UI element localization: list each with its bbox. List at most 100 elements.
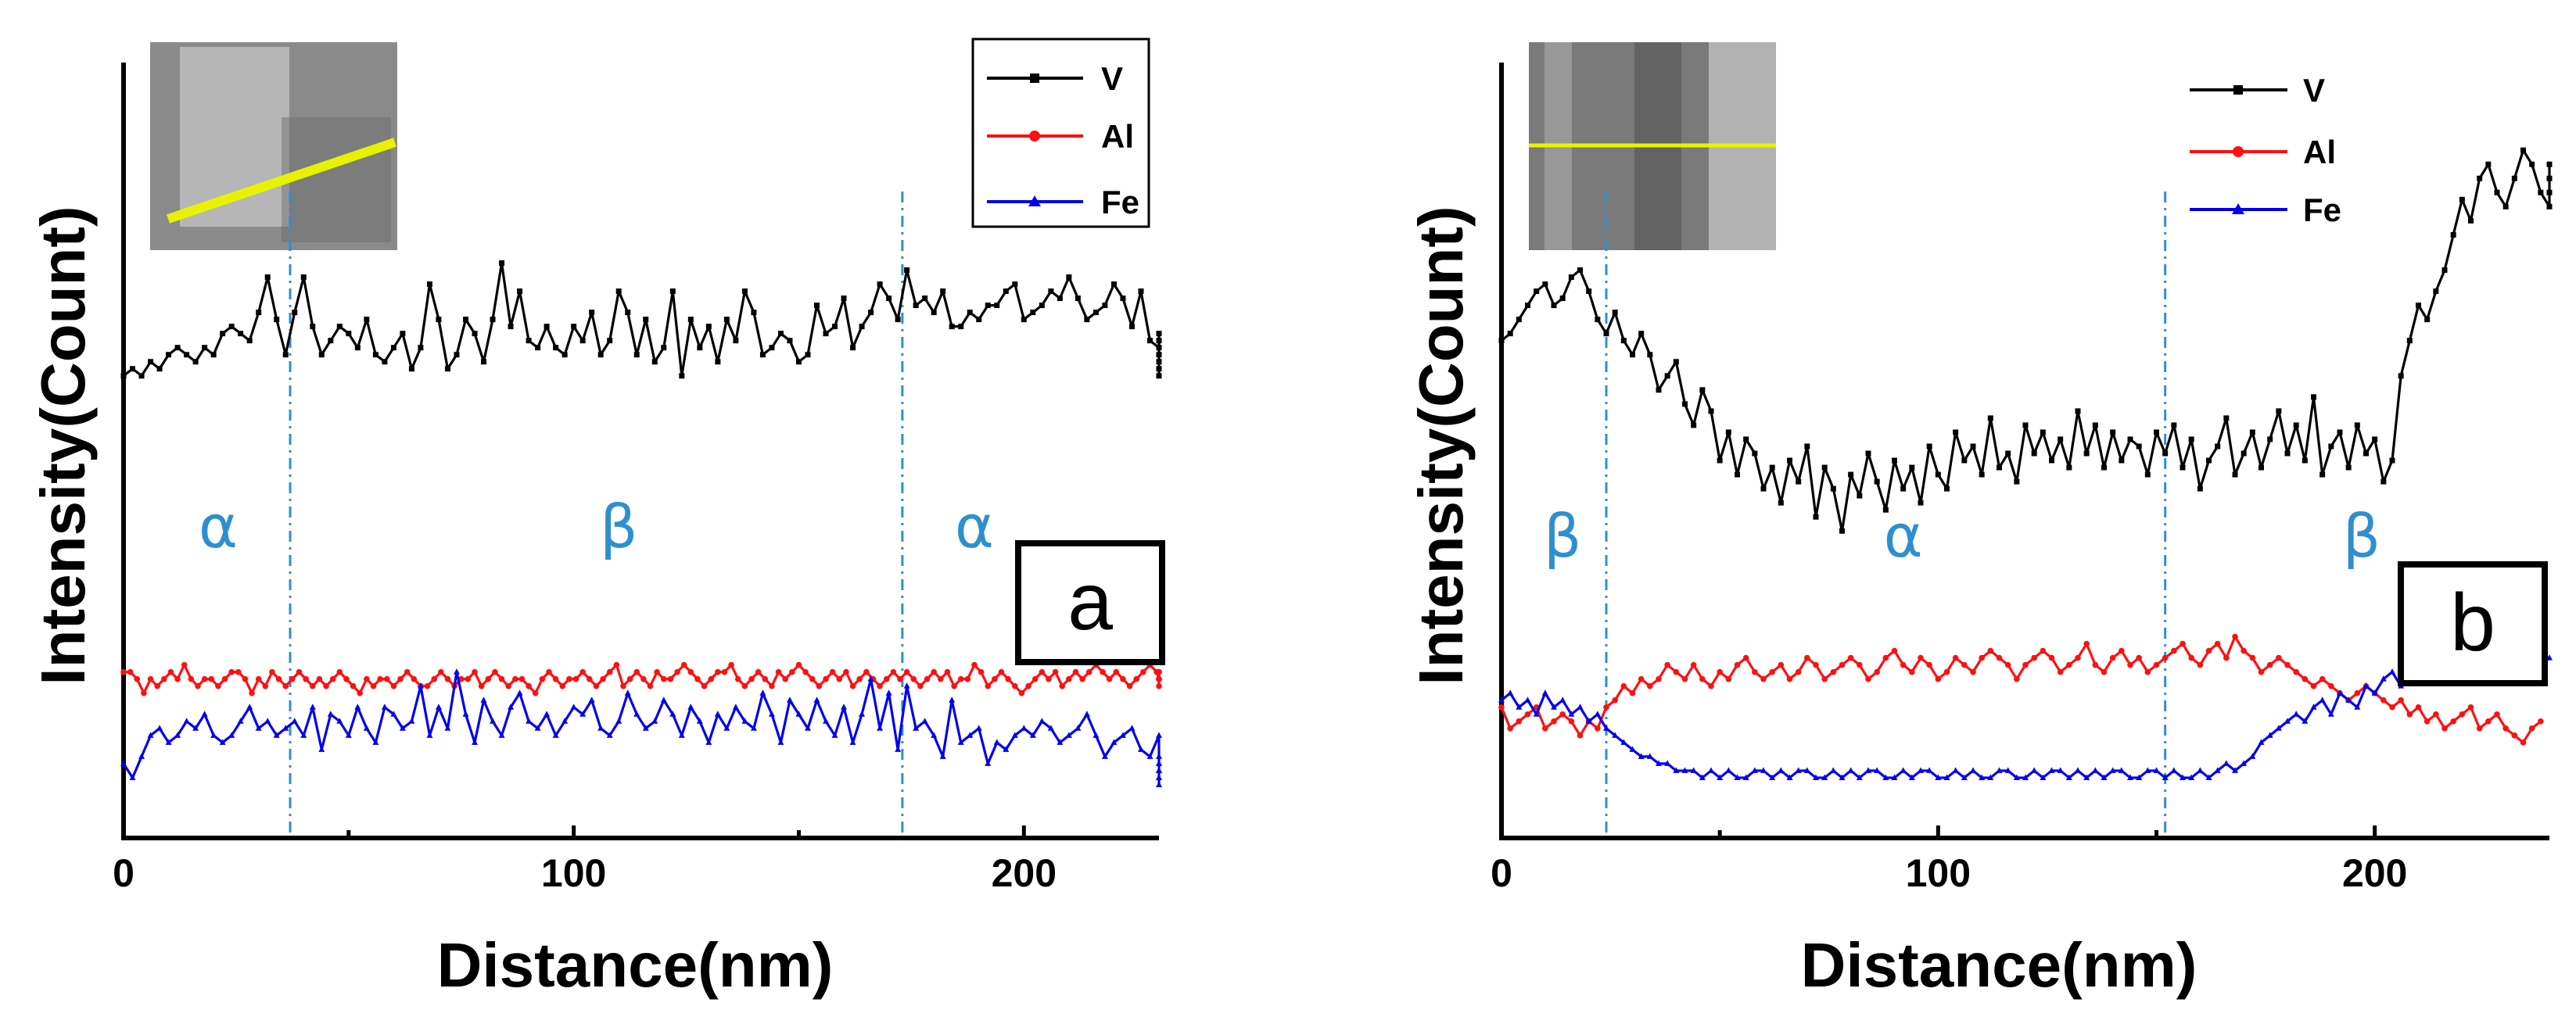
panel-b-point-fe (1795, 767, 1802, 773)
panel-b-point-fe (2354, 704, 2361, 710)
panel-b-point-fe (2004, 767, 2011, 773)
panel-b-point-v (2005, 450, 2011, 457)
panel-a-point-al (816, 682, 823, 689)
panel-b-point-v (1769, 464, 1775, 471)
panel-b-point-v (2406, 338, 2413, 344)
panel-b-point-fe (1533, 711, 1540, 717)
panel-a-point-fe (1156, 781, 1162, 787)
panel-a-point-al (303, 675, 309, 682)
panel-a-point-fe (831, 732, 838, 738)
panel-a-point-fe (508, 704, 515, 710)
panel-b-point-fe (1943, 774, 1950, 780)
panel-b-point-v (1507, 331, 1513, 337)
panel-a-point-fe (318, 746, 325, 752)
panel-b-point-fe (1568, 711, 1575, 717)
panel-b-point-fe (1839, 774, 1846, 780)
panel-a-point-al (249, 689, 255, 697)
panel-b-point-al (2276, 654, 2282, 661)
panel-b-point-al (2415, 704, 2422, 711)
panel-b-point-v (2319, 471, 2326, 478)
panel-b-point-fe (1577, 704, 1584, 710)
panel-a-point-v (769, 345, 775, 351)
panel-a-point-fe (120, 760, 127, 766)
panel-b-point-fe (1673, 767, 1680, 773)
panel-a-point-fe (867, 675, 874, 682)
panel-b-legend-marker-al (2233, 146, 2244, 157)
panel-a-xlabel: Distance(nm) (437, 930, 834, 1000)
panel-a-point-fe (1021, 725, 1028, 731)
panel-a-point-v (751, 310, 757, 316)
panel-a-point-v (120, 373, 127, 379)
panel-a-point-al (687, 668, 694, 675)
panel-b-point-al (1970, 668, 1976, 675)
panel-a-point-v (777, 331, 784, 337)
panel-a-point-al (532, 689, 539, 697)
panel-a-point-al (843, 668, 849, 675)
panel-a-legend-marker-fe (1028, 195, 1041, 206)
panel-a-point-fe (570, 704, 577, 710)
panel-b-point-al (2450, 718, 2456, 725)
panel-a-point-al (877, 682, 883, 689)
panel-b-point-v (1752, 450, 1758, 457)
panel-b-point-al (1979, 654, 1985, 661)
panel-a-point-al (741, 682, 748, 689)
panel-a-x-tick-label: 0 (113, 851, 135, 895)
panel-a-point-al (546, 668, 552, 675)
panel-a-point-al (613, 661, 620, 668)
panel-a-point-v (687, 317, 694, 323)
panel-b-point-al (1795, 668, 1802, 675)
panel-a-point-al (323, 682, 329, 689)
panel-b-point-al (2502, 725, 2509, 732)
panel-a-point-fe (544, 711, 551, 717)
panel-b-point-fe (2205, 774, 2212, 780)
panel-a-point-v (481, 359, 487, 365)
panel-a-point-fe (1092, 732, 1100, 738)
panel-a-point-al (964, 675, 971, 682)
panel-b-point-fe (1821, 774, 1828, 780)
panel-b-point-fe (2363, 682, 2370, 689)
panel-a-point-v (336, 324, 343, 330)
panel-b-x-tick-label: 100 (1906, 851, 1971, 895)
panel-b-point-fe (1865, 767, 1871, 773)
panel-a-point-al (161, 675, 167, 682)
panel-a-point-v (1057, 295, 1063, 302)
panel-b-point-v (1673, 359, 1679, 365)
panel-a-point-v (1012, 281, 1018, 288)
panel-a-point-al (309, 682, 316, 689)
panel-a-point-al (1052, 668, 1059, 675)
panel-b-point-fe (2075, 767, 2081, 773)
panel-b-point-fe (1996, 767, 2003, 773)
panel-a-point-fe (129, 774, 136, 780)
panel-a-point-v (633, 352, 640, 358)
panel-b-point-al (2101, 668, 2108, 675)
panel-b-point-al (1551, 718, 1557, 725)
panel-b-point-al (2328, 682, 2334, 689)
panel-a-point-al (626, 675, 633, 682)
panel-a-point-al (1025, 682, 1031, 689)
panel-b-point-al (2180, 640, 2186, 647)
panel-a-point-al (715, 668, 721, 675)
panel-b-point-al (1857, 661, 1863, 668)
panel-a-point-al (397, 675, 404, 682)
panel-a-point-fe (237, 718, 244, 724)
panel-b-point-v (1926, 443, 1932, 449)
panel-a-point-al (201, 675, 208, 682)
panel-b-point-v (1796, 478, 1802, 485)
panel-b-point-al (1987, 647, 1994, 654)
panel-b-point-al (1620, 682, 1627, 689)
panel-b-point-v (2014, 478, 2020, 485)
panel-b-point-fe (1516, 704, 1523, 710)
panel-b-point-v (1717, 457, 1723, 464)
panel-a-point-fe (300, 732, 307, 738)
panel-b-point-fe (1717, 774, 1724, 780)
panel-a: 0 100 200 α β α V Al Fe a Intensity(Count) D… (28, 38, 1165, 1000)
panel-a-point-al (680, 661, 687, 668)
panel-a-point-fe (957, 739, 964, 745)
panel-a-point-al (809, 675, 816, 682)
panel-b-point-fe (2031, 767, 2038, 773)
panel-a-point-al (1156, 675, 1162, 682)
panel-a-point-fe (516, 689, 523, 696)
panel-b-point-v (1708, 408, 1714, 414)
panel-b-point-al (2380, 697, 2387, 704)
panel-b-point-fe (1751, 767, 1758, 773)
